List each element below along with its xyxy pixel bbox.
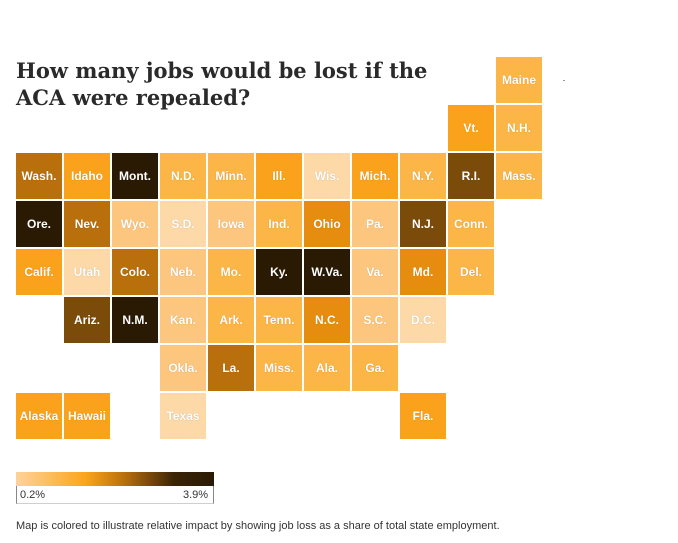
- state-tile[interactable]: Utah: [64, 249, 110, 295]
- state-tile[interactable]: Minn.: [208, 153, 254, 199]
- state-tile[interactable]: Mo.: [208, 249, 254, 295]
- state-tile[interactable]: Wash.: [16, 153, 62, 199]
- state-tile[interactable]: N.Y.: [400, 153, 446, 199]
- legend-frame: [16, 486, 214, 504]
- state-tile[interactable]: Fla.: [400, 393, 446, 439]
- state-tile[interactable]: Calif.: [16, 249, 62, 295]
- legend-gradient-bar: [16, 472, 214, 486]
- state-tile[interactable]: Kan.: [160, 297, 206, 343]
- legend-max-label: 3.9%: [183, 489, 209, 501]
- legend-min-label: 0.2%: [20, 489, 46, 501]
- state-tile[interactable]: N.D.: [160, 153, 206, 199]
- state-tile[interactable]: Idaho: [64, 153, 110, 199]
- state-tile[interactable]: N.C.: [304, 297, 350, 343]
- state-tile[interactable]: Ind.: [256, 201, 302, 247]
- state-tile[interactable]: N.H.: [496, 105, 542, 151]
- state-tile[interactable]: Texas: [160, 393, 206, 439]
- state-tile[interactable]: Colo.: [112, 249, 158, 295]
- state-tile[interactable]: S.C.: [352, 297, 398, 343]
- state-tile[interactable]: Mass.: [496, 153, 542, 199]
- state-tile[interactable]: Ky.: [256, 249, 302, 295]
- state-tile[interactable]: Mont.: [112, 153, 158, 199]
- state-tile[interactable]: Mich.: [352, 153, 398, 199]
- state-tile[interactable]: Ariz.: [64, 297, 110, 343]
- state-tile[interactable]: N.J.: [400, 201, 446, 247]
- map-title: How many jobs would be lost if the ACA w…: [16, 58, 428, 110]
- decorative-dot: [563, 80, 565, 81]
- state-tile[interactable]: Ala.: [304, 345, 350, 391]
- state-tile[interactable]: Alaska: [16, 393, 62, 439]
- state-tile[interactable]: Tenn.: [256, 297, 302, 343]
- state-tile[interactable]: Neb.: [160, 249, 206, 295]
- state-tile[interactable]: Ore.: [16, 201, 62, 247]
- state-tile[interactable]: S.D.: [160, 201, 206, 247]
- state-tile[interactable]: Wis.: [304, 153, 350, 199]
- state-tile[interactable]: Ga.: [352, 345, 398, 391]
- state-tile[interactable]: Ill.: [256, 153, 302, 199]
- state-tile[interactable]: Ark.: [208, 297, 254, 343]
- state-tile[interactable]: Pa.: [352, 201, 398, 247]
- state-tile[interactable]: Okla.: [160, 345, 206, 391]
- state-tile[interactable]: Va.: [352, 249, 398, 295]
- state-tile[interactable]: Iowa: [208, 201, 254, 247]
- state-tile[interactable]: D.C.: [400, 297, 446, 343]
- state-tile[interactable]: Vt.: [448, 105, 494, 151]
- state-tile[interactable]: Miss.: [256, 345, 302, 391]
- state-tile[interactable]: W.Va.: [304, 249, 350, 295]
- state-tile[interactable]: Wyo.: [112, 201, 158, 247]
- map-note: Map is colored to illustrate relative im…: [16, 520, 500, 532]
- state-tile[interactable]: Del.: [448, 249, 494, 295]
- state-tile[interactable]: Md.: [400, 249, 446, 295]
- state-tile[interactable]: Hawaii: [64, 393, 110, 439]
- state-tile[interactable]: R.I.: [448, 153, 494, 199]
- state-tile[interactable]: N.M.: [112, 297, 158, 343]
- state-tile[interactable]: Maine: [496, 57, 542, 103]
- state-tile[interactable]: Conn.: [448, 201, 494, 247]
- state-tile[interactable]: Ohio: [304, 201, 350, 247]
- state-tile[interactable]: La.: [208, 345, 254, 391]
- state-tile[interactable]: Nev.: [64, 201, 110, 247]
